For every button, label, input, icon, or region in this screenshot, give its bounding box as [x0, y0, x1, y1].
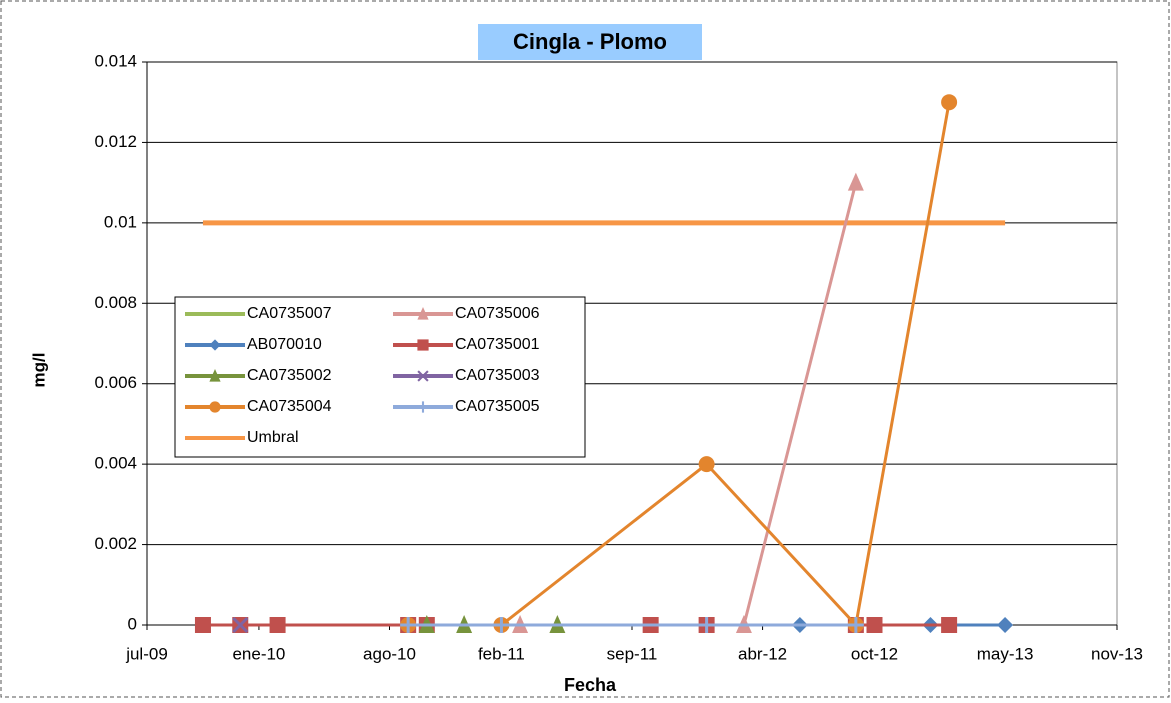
- x-tick-label: ago-10: [363, 644, 416, 663]
- x-tick-label: abr-12: [738, 644, 787, 663]
- legend-label: CA0735007: [247, 305, 332, 322]
- marker: [417, 370, 429, 382]
- marker: [232, 616, 249, 634]
- marker: [941, 94, 958, 111]
- marker: [997, 617, 1014, 633]
- y-tick-label: 0.002: [94, 534, 137, 553]
- marker: [866, 617, 883, 633]
- y-tick-label: 0.01: [104, 212, 137, 231]
- y-axis-label: mg/l: [29, 353, 48, 388]
- marker: [209, 369, 221, 382]
- marker: [698, 456, 715, 473]
- legend-label: CA0735005: [455, 398, 540, 415]
- marker: [493, 617, 510, 633]
- marker: [209, 339, 221, 351]
- marker: [209, 401, 221, 413]
- legend-label: Umbral: [247, 429, 299, 446]
- x-tick-label: jul-09: [125, 644, 168, 663]
- legend: CA0735007 CA0735006 AB070010 CA0735001 CA073…: [174, 296, 586, 458]
- marker: [941, 617, 958, 633]
- marker: [847, 172, 864, 191]
- x-tick-label: nov-13: [1091, 644, 1143, 663]
- marker: [400, 617, 417, 633]
- y-tick-label: 0.014: [94, 51, 137, 70]
- marker: [194, 617, 211, 633]
- marker: [417, 307, 429, 320]
- y-tick-label: 0.012: [94, 132, 137, 151]
- legend-label: CA0735001: [455, 336, 540, 353]
- x-tick-label: may-13: [977, 644, 1034, 663]
- x-tick-label: oct-12: [851, 644, 898, 663]
- y-tick-label: 0.004: [94, 454, 137, 473]
- title-box: [478, 24, 702, 60]
- marker: [417, 339, 429, 351]
- y-tick-label: 0.008: [94, 293, 137, 312]
- marker: [417, 401, 429, 413]
- y-tick-label: 0.006: [94, 373, 137, 392]
- y-tick-label: 0: [128, 614, 137, 633]
- legend-label: AB070010: [247, 336, 322, 353]
- legend-label: CA0735004: [247, 398, 332, 415]
- marker: [269, 617, 286, 633]
- legend-label: CA0735003: [455, 367, 540, 384]
- legend-label: CA0735002: [247, 367, 332, 384]
- marker: [847, 617, 864, 633]
- chart-title: Cingla - Plomo: [513, 29, 667, 54]
- x-axis-label: Fecha: [564, 675, 617, 695]
- x-tick-label: ene-10: [232, 644, 285, 663]
- x-tick-label: feb-11: [478, 644, 525, 663]
- legend-label: CA0735006: [455, 305, 540, 322]
- marker: [698, 617, 715, 633]
- x-tick-label: sep-11: [607, 644, 658, 663]
